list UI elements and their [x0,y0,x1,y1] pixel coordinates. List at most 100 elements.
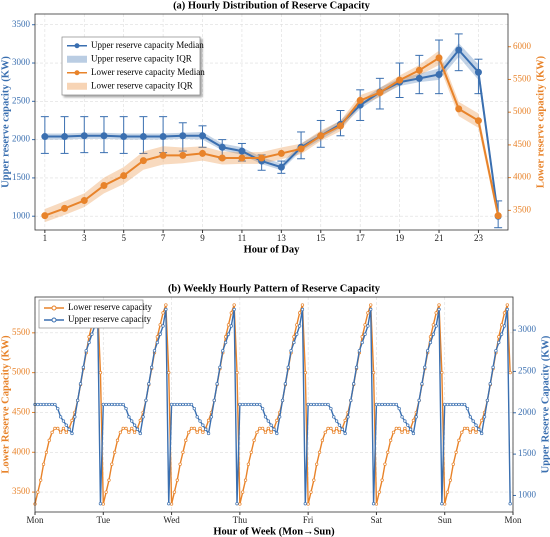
y-tick-label: 5500 [12,327,31,337]
legend-marker [51,317,57,323]
point [400,430,404,435]
x-tick-label: 3 [82,233,87,243]
point [199,132,207,140]
y-tick-label: 1500 [518,448,537,458]
point [130,426,134,431]
series-line [44,56,500,217]
point [258,426,262,431]
point [246,462,251,466]
point [179,151,187,159]
point [437,307,441,312]
point [50,402,54,407]
series-line [34,304,511,505]
point [317,450,322,454]
y-tick-label: 3500 [12,486,31,496]
point [179,132,187,140]
point [192,406,196,411]
point [266,419,270,423]
legend-swatch [67,55,87,63]
point [141,415,145,419]
point [70,418,74,423]
point [297,145,305,153]
point [178,462,182,466]
point [61,426,66,431]
point [406,430,410,435]
point [155,340,159,345]
point [132,423,137,427]
point [158,332,162,336]
point [397,426,401,431]
legend-label: Lower reserve capacity [68,302,152,312]
point [435,71,443,79]
point [39,478,43,482]
point [292,340,296,345]
point [175,402,179,407]
point [374,502,379,506]
point [277,149,285,157]
point [199,149,207,157]
point [41,133,49,141]
point [454,402,458,407]
point [394,426,398,431]
x-tick-label: 9 [200,233,205,243]
point [275,431,279,436]
legend-marker [74,70,80,76]
point [389,402,393,407]
point [383,462,387,466]
point [334,419,339,423]
point [269,423,273,427]
point [167,502,171,506]
point [181,450,185,454]
point [376,89,384,97]
point [98,502,103,506]
point [181,402,185,407]
point [471,426,475,431]
point [243,478,248,482]
point [289,349,293,353]
point [303,502,307,506]
point [206,431,211,436]
point [56,426,60,431]
point [440,502,444,506]
point [297,324,302,328]
point [258,402,262,407]
point [460,402,464,407]
point [371,502,376,506]
point [443,502,447,506]
point [462,402,467,407]
point [195,415,199,419]
x-tick-label: Sat [371,515,383,525]
point [36,490,40,494]
point [414,415,418,419]
point [474,423,478,427]
x-tick-label: Sun [438,515,453,525]
y-tick-label: 5000 [12,367,31,377]
x-tick-label: 19 [395,233,405,243]
point [104,490,108,494]
point [278,415,282,419]
point [70,431,74,436]
point [403,419,407,423]
point [455,105,463,113]
point [386,402,390,407]
point [434,324,438,328]
x-tick-label: 1 [43,233,48,243]
point [477,427,481,431]
point [502,324,507,328]
legend-box [61,36,201,96]
point [118,430,123,435]
point [255,430,259,435]
point [98,370,103,375]
point [121,426,125,431]
point [474,117,482,125]
point [465,406,470,411]
point [329,406,333,411]
point [152,349,157,353]
point [186,402,191,407]
y-tick-label: 2000 [12,134,31,144]
point [150,365,154,369]
point [138,431,142,436]
point [423,365,427,369]
point [263,430,268,435]
point [386,450,390,454]
